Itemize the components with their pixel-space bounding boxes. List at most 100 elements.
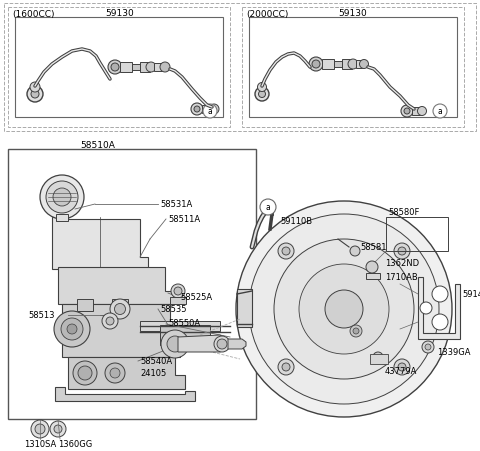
Polygon shape [370, 354, 388, 364]
Circle shape [31, 420, 49, 438]
Circle shape [217, 339, 227, 349]
Circle shape [161, 330, 189, 358]
Text: 58531A: 58531A [160, 200, 192, 209]
Circle shape [401, 106, 413, 118]
Circle shape [78, 366, 92, 380]
Circle shape [174, 287, 182, 295]
Text: 58540A: 58540A [140, 357, 172, 366]
Circle shape [111, 64, 119, 72]
Polygon shape [56, 215, 68, 221]
Circle shape [108, 61, 122, 75]
Text: 1339GA: 1339GA [437, 348, 470, 357]
Text: 1710AB: 1710AB [385, 273, 418, 282]
Circle shape [394, 244, 410, 259]
Circle shape [398, 248, 406, 255]
Bar [249, 18, 457, 118]
Text: 58580F: 58580F [388, 208, 420, 217]
Circle shape [255, 88, 269, 102]
Circle shape [422, 341, 434, 353]
Polygon shape [170, 297, 186, 304]
Circle shape [73, 361, 97, 385]
Circle shape [35, 424, 45, 434]
Bar [132, 65, 140, 71]
Circle shape [366, 262, 378, 273]
Circle shape [350, 246, 360, 257]
Circle shape [167, 336, 183, 352]
Text: 59130: 59130 [338, 9, 367, 18]
Bar [386, 217, 448, 252]
Text: 58535: 58535 [160, 305, 187, 314]
Circle shape [282, 248, 290, 255]
Circle shape [50, 421, 66, 437]
Circle shape [160, 63, 170, 73]
Polygon shape [58, 267, 175, 304]
Polygon shape [52, 217, 148, 269]
Circle shape [31, 91, 39, 99]
Circle shape [30, 83, 40, 93]
Circle shape [27, 87, 43, 103]
Text: a: a [438, 107, 443, 116]
Bar [356, 61, 363, 69]
Circle shape [418, 107, 427, 116]
Circle shape [353, 328, 359, 334]
Polygon shape [62, 304, 180, 357]
Circle shape [360, 60, 369, 69]
Circle shape [102, 313, 118, 329]
Bar [412, 108, 420, 116]
Circle shape [67, 324, 77, 334]
Circle shape [260, 199, 276, 216]
Polygon shape [237, 290, 252, 327]
Circle shape [325, 290, 363, 328]
Text: 1310SA: 1310SA [24, 440, 56, 448]
Circle shape [40, 175, 84, 220]
Circle shape [309, 58, 323, 72]
Circle shape [105, 363, 125, 383]
Polygon shape [55, 387, 195, 401]
Text: 59145: 59145 [462, 290, 480, 299]
Circle shape [171, 285, 185, 299]
Circle shape [54, 425, 62, 433]
Text: 43779A: 43779A [385, 367, 418, 376]
Text: 58510A: 58510A [80, 141, 115, 150]
Circle shape [249, 215, 439, 404]
Circle shape [110, 368, 120, 378]
Bar [8, 150, 256, 419]
Circle shape [425, 344, 431, 350]
Bar [242, 8, 464, 128]
Circle shape [299, 264, 389, 354]
Polygon shape [68, 357, 185, 389]
Circle shape [432, 286, 448, 302]
Bar [342, 60, 352, 70]
Circle shape [106, 318, 114, 325]
Circle shape [373, 352, 383, 362]
Text: 58581: 58581 [360, 243, 386, 252]
Circle shape [191, 104, 203, 116]
Circle shape [350, 325, 362, 337]
Polygon shape [112, 299, 128, 311]
Circle shape [278, 244, 294, 259]
Text: 24105: 24105 [140, 368, 166, 377]
Text: 1360GG: 1360GG [58, 440, 92, 448]
Text: 58550A: 58550A [168, 319, 200, 328]
Text: 59110B: 59110B [280, 217, 312, 226]
Circle shape [312, 61, 320, 69]
Bar [140, 63, 150, 73]
Polygon shape [228, 339, 246, 349]
Bar [8, 8, 230, 128]
Circle shape [115, 304, 125, 315]
Circle shape [61, 318, 83, 340]
Circle shape [432, 314, 448, 330]
Bar [322, 60, 334, 70]
Circle shape [274, 239, 414, 379]
Circle shape [348, 60, 358, 70]
Circle shape [203, 105, 217, 119]
Circle shape [420, 302, 432, 314]
Text: (1600CC): (1600CC) [12, 9, 55, 18]
Text: (2000CC): (2000CC) [246, 9, 288, 18]
Circle shape [404, 109, 410, 115]
Circle shape [282, 363, 290, 371]
Bar [15, 18, 223, 118]
Circle shape [236, 202, 452, 417]
Polygon shape [140, 321, 220, 331]
Polygon shape [178, 335, 228, 352]
